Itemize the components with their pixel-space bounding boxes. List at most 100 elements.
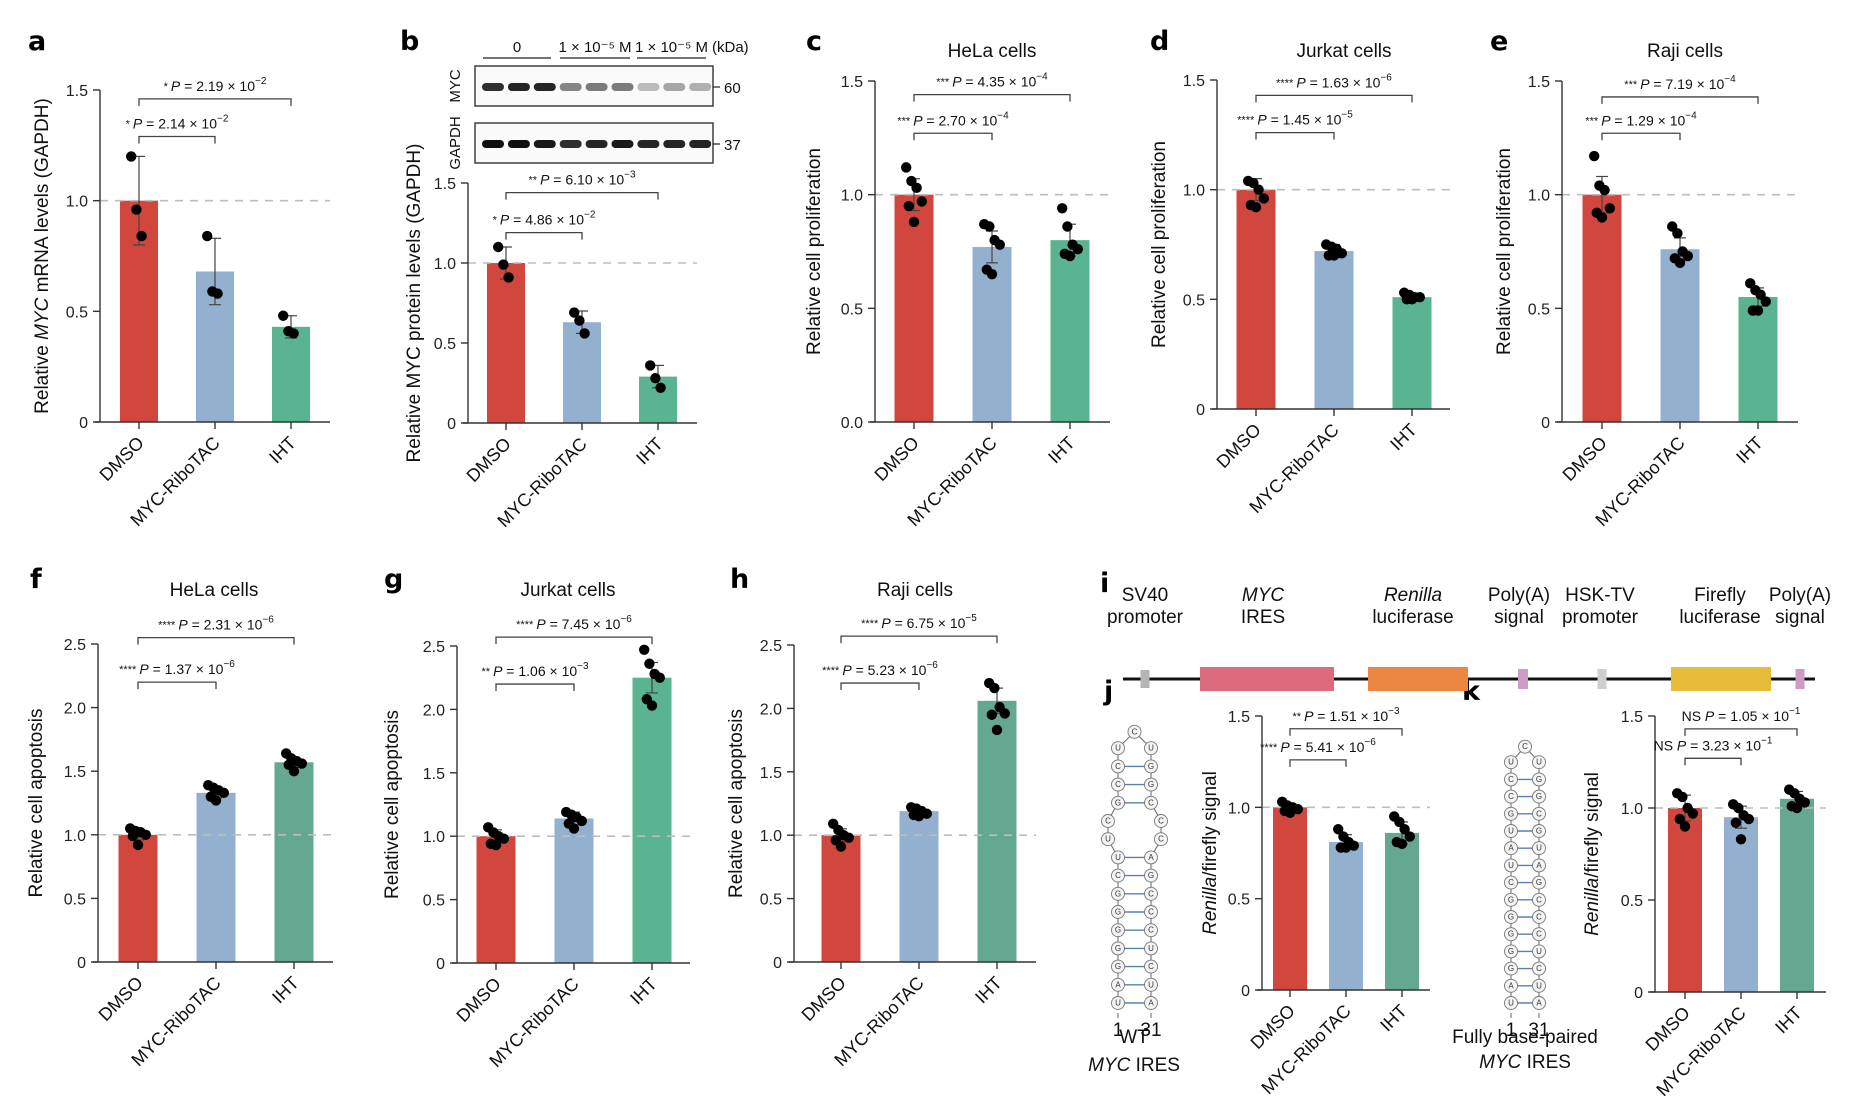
hairpin-caption: Fully base-paired	[1452, 1027, 1598, 1048]
nucleotide	[1532, 841, 1546, 856]
nucleotide-letter: G	[1508, 809, 1514, 818]
blot-row-label: MYC	[447, 69, 464, 103]
p-exponent: −2	[217, 113, 229, 124]
reporter-construct-diagram: i SV40promoterMYCIRESRenillaluciferasePol…	[1100, 568, 1831, 691]
x-tick-label: IHT	[971, 973, 1006, 1008]
p-exponent: −1	[1761, 735, 1773, 746]
significance-stars: ****	[1260, 742, 1280, 754]
data-point	[921, 808, 932, 819]
y-axis-label-part: Relative cell apoptosis	[726, 709, 747, 898]
nucleotide	[1504, 961, 1518, 976]
p-value: = 2.14 × 10	[142, 115, 217, 131]
caption-rest: IRES	[1130, 1055, 1180, 1076]
significance-bracket	[495, 636, 653, 645]
bar-iht	[274, 762, 314, 962]
significance-bracket	[137, 681, 217, 690]
data-point	[202, 230, 213, 242]
bar-dmso	[1273, 807, 1307, 990]
construct-label-line2: promoter	[1107, 607, 1184, 628]
nucleotide-letter: C	[1148, 962, 1154, 971]
data-point	[1414, 291, 1426, 303]
bar-myc-ribotac	[1724, 817, 1758, 992]
nucleotide	[1111, 977, 1125, 992]
significance-bracket	[1601, 96, 1759, 104]
data-point	[288, 766, 300, 777]
nucleotide-letter: C	[1115, 762, 1121, 771]
nucleotide-letter: C	[1105, 817, 1111, 826]
data-point	[645, 360, 656, 371]
bar-iht	[1050, 240, 1090, 422]
y-tick-label: 1.5	[1621, 709, 1643, 726]
significance-stars: **	[481, 666, 493, 678]
bar-dmso	[821, 835, 861, 962]
group-label: 1 × 10⁻⁵ M	[559, 39, 632, 56]
bar-iht	[1780, 798, 1814, 992]
y-tick-label: 0.0	[841, 415, 863, 432]
y-tick-label: 2.5	[64, 637, 86, 654]
p-exponent: −6	[223, 659, 235, 670]
bar-myc-ribotac	[554, 818, 594, 963]
y-tick-label: 1.5	[66, 83, 88, 100]
nucleotide-letter: G	[1148, 780, 1154, 789]
nucleotide-letter: U	[1508, 999, 1514, 1008]
y-tick-label: 2.0	[64, 701, 86, 718]
bar-dmso	[487, 263, 525, 423]
caption-gene: MYC	[1479, 1052, 1522, 1073]
nucleotide	[1532, 806, 1546, 821]
p-value: = 5.41 × 10	[1290, 739, 1365, 755]
data-point	[911, 182, 922, 194]
nucleotide	[1504, 996, 1518, 1010]
nucleotide-letter: A	[1115, 980, 1121, 989]
significance-stars: ****	[861, 618, 881, 630]
y-axis-label: Renilla/firefly signal	[1200, 771, 1221, 935]
x-tick-label: DMSO	[463, 434, 515, 486]
p-value-label: **** P = 1.37 × 10−6	[119, 659, 235, 677]
significance-bracket	[840, 635, 998, 644]
nucleotide	[1111, 795, 1125, 810]
y-tick-label: 1.0	[1183, 183, 1205, 200]
p-exponent: −4	[997, 110, 1009, 121]
nucleotide	[1111, 905, 1125, 919]
nucleotide-letter: G	[1536, 792, 1542, 801]
y-axis-label-part: Relative cell apoptosis	[26, 708, 47, 897]
nucleotide-letter: G	[1148, 871, 1154, 880]
nucleotide	[1111, 996, 1125, 1010]
data-point	[1791, 802, 1803, 814]
nucleotide-letter: C	[1148, 889, 1154, 898]
nucleotide-letter: A	[1536, 861, 1542, 870]
data-point	[991, 724, 1003, 736]
data-point	[132, 839, 144, 851]
y-tick-label: 1.5	[1228, 709, 1250, 726]
p-exponent: −3	[577, 661, 589, 672]
significance-bracket	[1684, 728, 1798, 736]
significance-stars: ****	[158, 620, 178, 632]
nucleotide	[1532, 927, 1546, 942]
kda-unit-label: (kDa)	[712, 39, 749, 56]
bar-dmso	[1236, 189, 1276, 409]
data-point	[1679, 821, 1691, 832]
data-point	[1682, 250, 1694, 262]
blot-row-label: GAPDH	[447, 116, 464, 169]
p-symbol: P	[1296, 74, 1306, 90]
hairpin-caption: WT	[1119, 1027, 1149, 1048]
caption-gene: MYC	[1088, 1055, 1131, 1076]
data-point	[1733, 802, 1744, 814]
bar-dmso	[1582, 194, 1622, 422]
blot-band	[611, 140, 634, 148]
data-point	[986, 269, 998, 280]
significance-bracket	[1289, 728, 1403, 736]
blot-band	[585, 83, 608, 91]
nucleotide	[1504, 789, 1518, 804]
y-tick-label: 2.0	[423, 702, 445, 719]
nucleotide-letter: G	[1508, 947, 1514, 956]
blot-band	[663, 83, 686, 91]
data-point	[639, 644, 650, 656]
p-symbol: P	[536, 616, 546, 632]
blot-band	[533, 83, 556, 91]
data-point	[498, 259, 509, 270]
y-axis-label: Renilla/firefly signal	[1582, 772, 1603, 936]
construct-label-line2: promoter	[1562, 607, 1639, 628]
nucleotide	[1144, 905, 1158, 919]
